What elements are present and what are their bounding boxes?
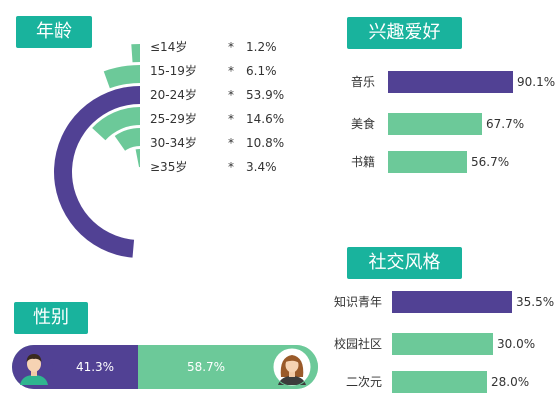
age-category-label: 15-19岁 [150, 64, 197, 78]
social-category-label: 二次元 [345, 375, 382, 389]
social-value-label: 35.5% [516, 295, 555, 309]
hobby-value-label: 90.1% [517, 75, 556, 89]
hobby-bar [388, 71, 513, 93]
age-value-label: 14.6% [246, 112, 285, 126]
social-bar [392, 291, 512, 313]
hobby-value-label: 56.7% [471, 155, 510, 169]
age-category-label: 25-29岁 [150, 112, 197, 126]
age-arc-1 [103, 65, 140, 89]
hobby-bar [388, 151, 467, 173]
social-bar [392, 333, 493, 355]
hobby-category-label: 美食 [350, 117, 375, 131]
gender-male-value: 41.3% [75, 360, 115, 374]
age-category-label: 20-24岁 [150, 88, 197, 102]
age-value-label: 3.4% [246, 160, 277, 174]
age-arc-5 [135, 149, 140, 168]
age-category-label: ≤14岁 [150, 40, 188, 54]
hobby-bar [388, 113, 482, 135]
age-value-label: 10.8% [246, 136, 285, 150]
social-section-title: 社交风格 [347, 247, 462, 279]
age-arc-2 [54, 86, 140, 258]
female-avatar-icon [272, 347, 312, 387]
age-separator: * [228, 112, 234, 126]
social-value-label: 28.0% [491, 375, 530, 389]
gender-section-title: 性别 [14, 302, 88, 334]
age-value-label: 53.9% [246, 88, 285, 102]
age-section-title: 年龄 [16, 16, 92, 48]
age-arc-3 [92, 107, 140, 141]
age-separator: * [228, 88, 234, 102]
social-category-label: 知识青年 [333, 295, 382, 309]
male-avatar-icon [15, 348, 53, 386]
age-category-label: ≥35岁 [150, 160, 188, 174]
hobby-section-title: 兴趣爱好 [347, 17, 462, 49]
age-separator: * [228, 160, 234, 174]
gender-bar: 41.3% 58.7% [12, 345, 318, 389]
gender-female-value: 58.7% [186, 360, 226, 374]
hobby-category-label: 音乐 [350, 75, 375, 89]
age-value-label: 1.2% [246, 40, 277, 54]
social-category-label: 校园社区 [333, 337, 382, 351]
age-separator: * [228, 64, 234, 78]
age-arc-0 [131, 44, 140, 63]
age-separator: * [228, 40, 234, 54]
age-category-label: 30-34岁 [150, 136, 197, 150]
social-value-label: 30.0% [497, 337, 536, 351]
hobby-value-label: 67.7% [486, 117, 525, 131]
social-bar [392, 371, 487, 393]
age-value-label: 6.1% [246, 64, 277, 78]
age-arc-4 [114, 128, 140, 151]
hobby-category-label: 书籍 [350, 155, 375, 169]
age-separator: * [228, 136, 234, 150]
